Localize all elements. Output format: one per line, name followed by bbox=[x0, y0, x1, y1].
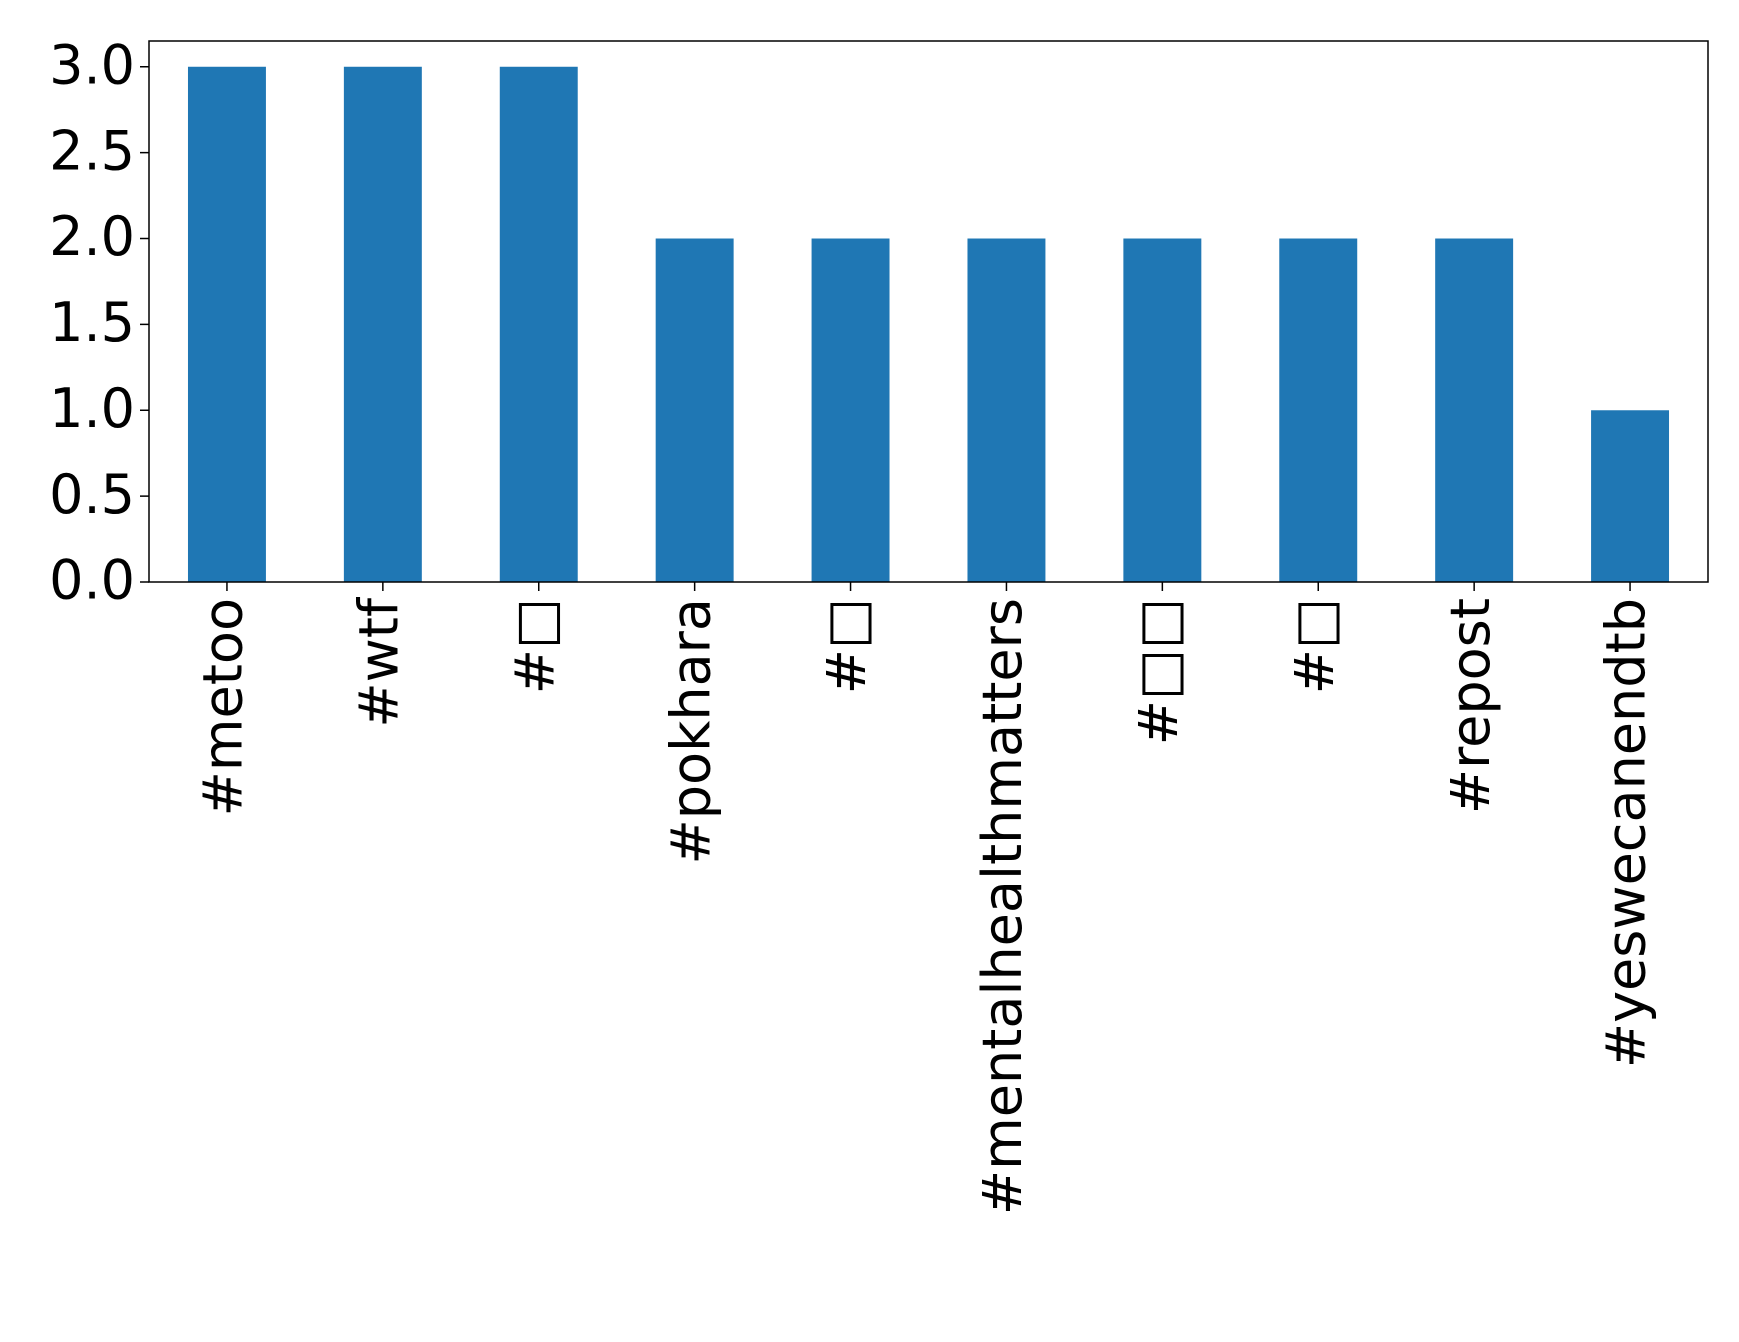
y-tick-label: 0.5 bbox=[49, 463, 135, 526]
y-tick-label: 2.0 bbox=[49, 205, 135, 268]
y-tick-label: 2.5 bbox=[49, 119, 135, 182]
x-tick-label: #yeswecanendtb bbox=[1595, 598, 1658, 1068]
plot-frame bbox=[148, 40, 1709, 583]
x-tick-label: #metoo bbox=[192, 598, 255, 816]
y-tick-label: 0.0 bbox=[49, 549, 135, 612]
x-tick-label: #pokhara bbox=[659, 598, 722, 864]
bar bbox=[1435, 238, 1514, 582]
bar bbox=[1591, 410, 1670, 582]
bar bbox=[1279, 238, 1358, 582]
y-tick-label: 1.5 bbox=[49, 291, 135, 354]
bar bbox=[1123, 238, 1202, 582]
bar bbox=[967, 238, 1046, 582]
bar bbox=[343, 66, 422, 582]
y-tick-label: 3.0 bbox=[49, 33, 135, 96]
x-tick-label: #mentalhealthmatters bbox=[971, 598, 1034, 1215]
x-tick-label: #□ bbox=[503, 598, 566, 694]
y-tick-label: 1.0 bbox=[49, 377, 135, 440]
bar bbox=[655, 238, 734, 582]
x-tick-label: #wtf bbox=[347, 596, 410, 728]
x-tick-label: #□ bbox=[1283, 598, 1346, 694]
x-tick-label: #□ bbox=[815, 598, 878, 694]
x-tick-label: #□□ bbox=[1127, 598, 1190, 745]
bar bbox=[811, 238, 890, 582]
bar bbox=[499, 66, 578, 582]
x-tick-label: #repost bbox=[1439, 598, 1502, 814]
bar bbox=[187, 66, 266, 582]
